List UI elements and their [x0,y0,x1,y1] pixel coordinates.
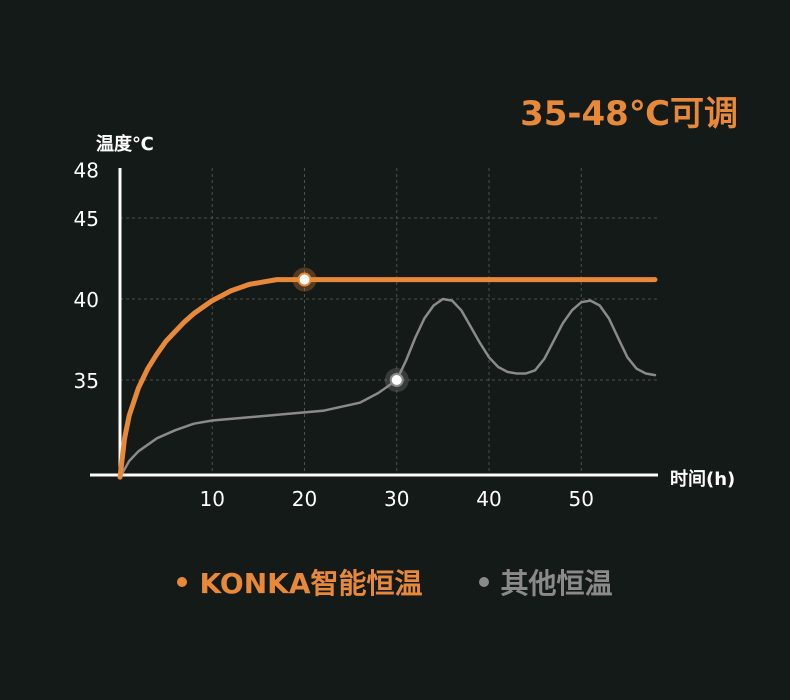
legend-item-other: 其他恒温 [478,562,613,602]
series-line-other [118,297,657,479]
legend-label-konka: KONKA智能恒温 [199,567,423,600]
headline: 35-48℃可调 [520,94,738,134]
legend-dot-other [478,577,489,587]
legend-dot-konka [177,577,188,587]
y-axis-label: 温度℃ [96,134,154,155]
x-tick-label-20: 20 [292,487,317,511]
x-tick-label-40: 40 [476,487,501,511]
y-tick-label-40: 40 [74,288,99,312]
legend-label-other: 其他恒温 [500,567,613,600]
legend-item-konka: KONKA智能恒温 [177,562,423,602]
marker-other [389,373,404,387]
legend: KONKA智能恒温 其他恒温 [0,562,790,602]
y-tick-label-45: 45 [74,207,99,231]
x-tick-label-10: 10 [200,487,225,511]
x-axis-label: 时间(h) [670,469,736,490]
x-tick-label-50: 50 [569,487,594,511]
y-tick-label-35: 35 [74,369,99,393]
marker-konka [297,272,312,287]
y-tick-label-48: 48 [74,158,99,182]
x-tick-label-30: 30 [384,487,409,511]
